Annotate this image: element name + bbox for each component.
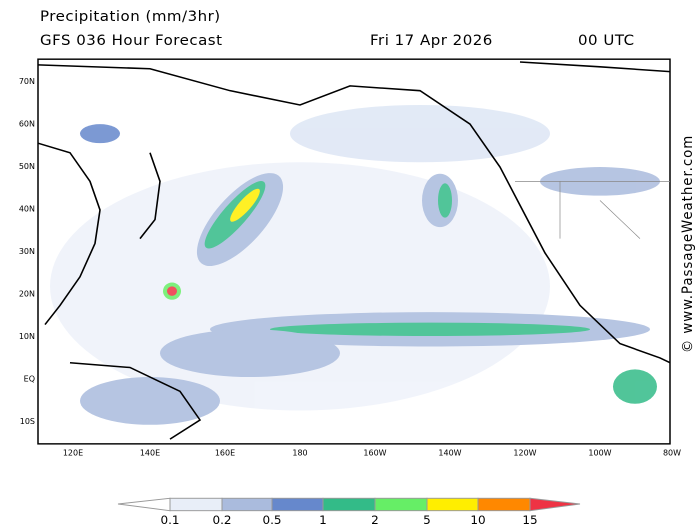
lon-label: 80W bbox=[663, 448, 681, 457]
precipitation bbox=[50, 105, 660, 425]
forecast-time: 00 UTC bbox=[578, 32, 635, 49]
colorbar-label: 0.2 bbox=[212, 513, 231, 525]
forecast-date: Fri 17 Apr 2026 bbox=[370, 32, 493, 49]
colorbar-label: 0.1 bbox=[160, 513, 179, 525]
colorbar-label: 15 bbox=[522, 513, 537, 525]
lon-label: 160E bbox=[215, 448, 235, 457]
colorbar-label: 10 bbox=[470, 513, 485, 525]
coastlines bbox=[37, 61, 671, 440]
map-title: Precipitation (mm/3hr) bbox=[40, 8, 221, 25]
lon-label: 140W bbox=[438, 448, 461, 457]
watermark: © www.PassageWeather.com bbox=[680, 135, 696, 353]
colorbar-label: 1 bbox=[319, 513, 327, 525]
lon-label: 180 bbox=[292, 448, 307, 457]
colorbar-label: 0.5 bbox=[262, 513, 281, 525]
lon-label: 120E bbox=[63, 448, 83, 457]
lat-label: 50N bbox=[19, 162, 35, 171]
lat-label: 60N bbox=[19, 120, 35, 129]
colorbar-label: 5 bbox=[423, 513, 431, 525]
lat-label: 70N bbox=[19, 77, 35, 86]
lon-label: 160W bbox=[363, 448, 386, 457]
lon-label: 120W bbox=[513, 448, 536, 457]
model-label: GFS 036 Hour Forecast bbox=[40, 32, 222, 49]
map-area bbox=[37, 58, 671, 445]
colorbar-label: 2 bbox=[371, 513, 379, 525]
lat-label: 20N bbox=[19, 290, 35, 299]
lat-label: 10N bbox=[19, 332, 35, 341]
lon-label: 140E bbox=[140, 448, 160, 457]
lat-label: 10S bbox=[20, 417, 35, 426]
lat-label: EQ bbox=[24, 375, 35, 384]
colorbar bbox=[117, 497, 581, 512]
lat-label: 30N bbox=[19, 247, 35, 256]
lat-label: 40N bbox=[19, 205, 35, 214]
lon-label: 100W bbox=[588, 448, 611, 457]
